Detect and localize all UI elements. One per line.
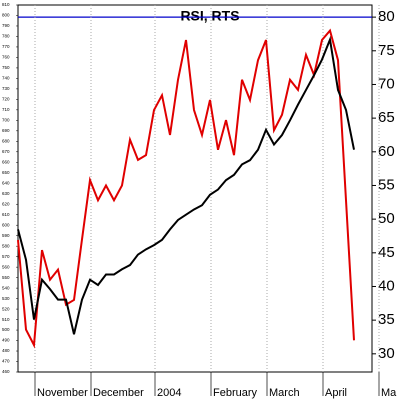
y-tick-label: 520 xyxy=(2,306,10,311)
y-tick-label: 790 xyxy=(2,23,10,28)
y-tick-label: 560 xyxy=(2,264,10,269)
y-tick-label: 750 xyxy=(2,65,10,70)
y-tick-label: 610 xyxy=(2,212,10,217)
y2-tick-label: 70 xyxy=(378,75,395,92)
x-tick-label: Ma xyxy=(381,387,397,399)
y2-tick-label: 35 xyxy=(378,311,395,328)
y-tick-label: 600 xyxy=(2,222,10,227)
y-tick-label: 700 xyxy=(2,118,10,123)
y-tick-label: 500 xyxy=(2,327,10,332)
y-tick-label: 550 xyxy=(2,275,10,280)
x-tick-label: April xyxy=(325,387,347,399)
plot-frame xyxy=(17,4,373,373)
y-tick-label: 530 xyxy=(2,296,10,301)
x-tick-label: February xyxy=(213,387,258,399)
y-tick-label: 570 xyxy=(2,254,10,259)
y-tick-label: 460 xyxy=(2,369,10,374)
y2-tick-label: 40 xyxy=(378,277,395,294)
y-tick-label: 690 xyxy=(2,128,10,133)
y-tick-label: 780 xyxy=(2,34,10,39)
y-tick-label: 730 xyxy=(2,86,10,91)
y2-tick-label: 30 xyxy=(378,345,395,362)
y-tick-label: 640 xyxy=(2,180,10,185)
y-tick-label: 740 xyxy=(2,76,10,81)
y2-tick-label: 65 xyxy=(378,109,395,126)
y-tick-label: 490 xyxy=(2,338,10,343)
y-tick-label: 660 xyxy=(2,159,10,164)
y2-tick-label: 45 xyxy=(378,244,395,261)
y-tick-label: 680 xyxy=(2,139,10,144)
y-tick-label: 720 xyxy=(2,97,10,102)
x-tick-label: March xyxy=(269,387,300,399)
y-tick-label: 760 xyxy=(2,55,10,60)
y-tick-label: 580 xyxy=(2,243,10,248)
y-tick-label: 810 xyxy=(2,2,10,7)
y-tick-label: 480 xyxy=(2,348,10,353)
y-tick-label: 650 xyxy=(2,170,10,175)
y2-tick-label: 50 xyxy=(378,210,395,227)
x-tick-label: 2004 xyxy=(157,387,181,399)
y-tick-label: 670 xyxy=(2,149,10,154)
x-tick-label: November xyxy=(37,387,88,399)
series-line xyxy=(17,28,355,349)
series-line xyxy=(17,35,355,335)
y2-tick-label: 60 xyxy=(378,143,395,160)
y-tick-label: 800 xyxy=(2,13,10,18)
y-tick-label: 710 xyxy=(2,107,10,112)
y-tick-label: 630 xyxy=(2,191,10,196)
y2-tick-label: 75 xyxy=(378,42,395,59)
y-tick-label: 470 xyxy=(2,359,10,364)
y-tick-label: 510 xyxy=(2,317,10,322)
y2-tick-label: 55 xyxy=(378,176,395,193)
x-tick-label: December xyxy=(93,387,144,399)
y-tick-label: 770 xyxy=(2,44,10,49)
y-tick-label: 620 xyxy=(2,201,10,206)
y-tick-label: 540 xyxy=(2,285,10,290)
chart-title: RSI, RTS xyxy=(180,8,239,24)
y2-tick-label: 80 xyxy=(378,8,395,25)
y-tick-label: 590 xyxy=(2,233,10,238)
